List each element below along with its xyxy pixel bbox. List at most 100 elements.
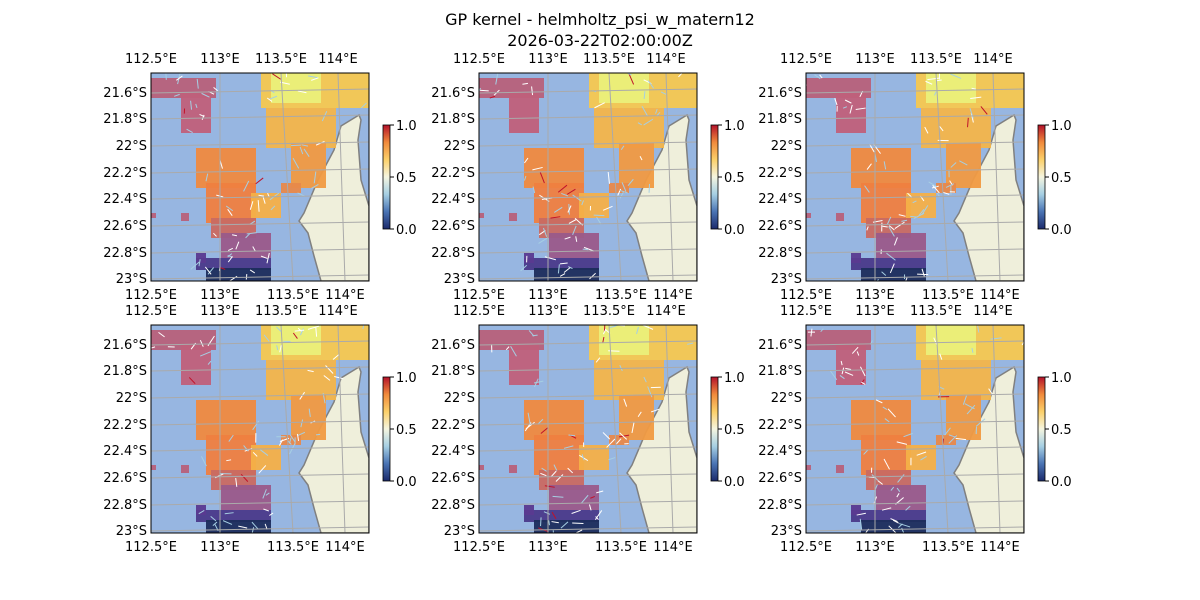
quiver-arrow [647,80,654,89]
quiver-arrow [637,411,642,417]
quiver-arrow [540,472,547,477]
quiver-arrow [553,464,558,471]
quiver-arrow [678,73,683,78]
gridline-lat [151,88,369,94]
gridline-lat [806,248,1024,254]
gridline-lat [806,340,1024,346]
quiver-arrow [608,457,616,461]
field-cell [921,108,991,148]
quiver-arrow [550,216,561,219]
quiver-arrow [213,86,218,92]
gridline-lat [806,141,1024,147]
gridline-lat [479,446,697,452]
gridline-lat [151,114,369,120]
field-cell [861,183,911,223]
quiver-arrow [199,339,204,347]
gridline-lon [665,325,674,533]
lat-tick-label: 22.2°S [431,166,475,181]
quiver-arrow [489,95,496,99]
quiver-arrow [884,418,890,423]
quiver-arrow [944,427,951,436]
field-cell [946,395,981,440]
quiver-arrow [276,326,282,332]
quiver-arrow [890,486,895,491]
field-cell [509,93,539,133]
quiver-arrow [544,485,555,488]
field-cell [861,268,926,281]
map-panel: 112.5°E 113°E 113.5°E 114°E 112.5°E 113°E 113.… [758,304,1071,555]
quiver-arrow [942,191,950,195]
quiver-arrow [892,519,899,524]
map-content [151,73,369,281]
gridline-lat [151,194,369,200]
quiver-arrow [567,205,572,213]
colorbar-tick-label: 0.5 [724,423,745,438]
quiver-arrow [307,369,314,373]
field-cell [151,465,156,470]
quiver-arrow [623,398,628,407]
quiver-arrow [580,494,589,504]
quiver-arrow [165,73,167,80]
quiver-arrow [888,225,895,231]
quiver-arrow [912,200,917,204]
quiver-arrow [531,86,534,96]
quiver-arrow [268,95,278,100]
quiver-arrow [212,521,218,526]
quiver-arrow [572,522,584,524]
quiver-arrow [928,181,938,188]
quiver-arrow [655,108,658,114]
quiver-arrow [235,478,238,487]
quiver-arrow [910,215,918,218]
quiver-arrow [299,391,305,400]
quiver-arrow [896,487,901,493]
field-cell [206,183,256,223]
colorbar-tick-label: 1.0 [1051,371,1072,386]
map-content [151,325,369,533]
field-cell [524,148,584,188]
quiver-arrow [607,171,610,184]
quiver-arrow [188,377,196,385]
quiver-arrow [186,128,193,133]
quiver-arrow [252,246,256,252]
map-content [806,325,1024,533]
map-panel: 112.5°E 113°E 113.5°E 114°E 112.5°E 113°E 113.… [103,52,416,303]
quiver-arrow [877,480,883,485]
quiver-arrow [522,82,529,85]
quiver-arrow [235,241,240,250]
field-cell [926,73,976,103]
quiver-arrow [849,104,853,114]
lat-tick-label: 21.8°S [758,112,802,127]
quiver-arrow [886,252,896,261]
quiver-arrow [628,73,635,85]
quiver-arrow [967,117,969,128]
map-panel: 112.5°E 113°E 113.5°E 114°E 112.5°E 113°E 113.… [431,52,744,303]
gridline-lat [151,168,369,174]
quiver-arrow [844,371,854,376]
quiver-arrow [971,347,974,353]
quiver-arrow [296,431,306,437]
quiver-arrow [243,445,249,452]
quiver-arrow [315,326,318,337]
quiver-arrow [207,360,212,365]
quiver-arrow [950,73,962,79]
quiver-arrow [231,234,238,237]
quiver-arrow [555,474,564,482]
lat-tick-label: 22.6°S [103,471,147,486]
field-cell [549,485,599,510]
field-cell [876,485,926,510]
quiver-arrow [931,185,939,189]
field-cell [181,465,189,473]
lat-tick-label: 23°S [771,524,802,539]
colorbar-tick-label: 0.0 [396,223,417,238]
quiver-arrow [939,353,943,360]
quiver-arrow [243,180,250,192]
quiver-arrow [903,432,913,438]
lat-tick-label: 22.2°S [758,166,802,181]
quiver-arrow [263,508,270,512]
lon-tick-label-bottom: 113.5°E [922,288,974,303]
quiver-arrow [199,113,205,117]
quiver-arrow [643,91,646,99]
lon-tick-label-top: 112.5°E [780,304,832,319]
quiver-arrow [568,434,576,437]
quiver-arrow [198,259,201,267]
